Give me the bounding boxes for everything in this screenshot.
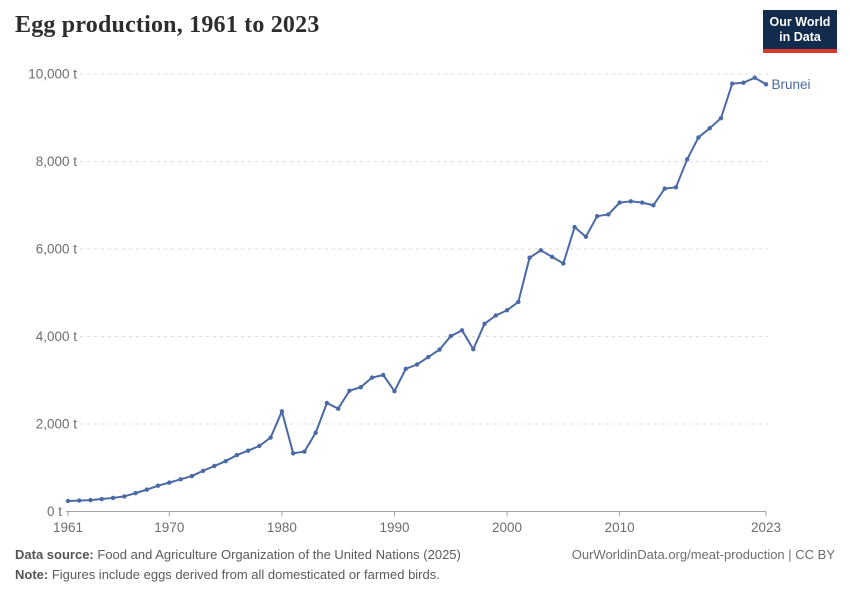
data-point (392, 388, 397, 394)
data-point (302, 449, 307, 454)
data-point (538, 248, 544, 253)
data-point (155, 483, 161, 488)
x-tick-label: 1980 (267, 520, 297, 535)
data-point (549, 254, 555, 260)
data-point (684, 157, 690, 162)
data-point (347, 388, 352, 393)
note-label: Note: (15, 567, 49, 582)
data-point (122, 494, 127, 499)
data-point (673, 185, 679, 190)
note-line: Note: Figures include eggs derived from … (15, 565, 461, 585)
data-point (358, 385, 363, 390)
x-tick-label: 2023 (751, 520, 781, 535)
data-point (144, 487, 150, 492)
data-point (561, 261, 566, 266)
data-point (212, 463, 217, 469)
data-line (67, 76, 767, 502)
y-tick-label: 0 t (47, 504, 62, 519)
data-point (268, 435, 273, 440)
data-point (718, 115, 724, 121)
x-tick-label: 1961 (53, 520, 83, 535)
x-tick-label: 2000 (492, 520, 522, 535)
data-point (763, 82, 769, 87)
data-point (437, 347, 442, 352)
data-point (245, 448, 251, 453)
logo-line1: Our World (769, 15, 831, 29)
data-point (88, 497, 93, 503)
data-point (99, 496, 104, 502)
data-point (133, 490, 138, 496)
chart-title: Egg production, 1961 to 2023 (15, 12, 320, 38)
data-point (448, 333, 453, 339)
x-tick-label: 1970 (154, 520, 184, 535)
data-source-text: Food and Agriculture Organization of the… (97, 547, 461, 562)
data-point (628, 199, 634, 204)
x-tick-label: 2010 (605, 520, 635, 535)
data-point (381, 372, 386, 378)
data-point (324, 400, 330, 406)
data-point (730, 81, 735, 86)
credit-line: OurWorldinData.org/meat-production | CC … (571, 547, 835, 562)
data-point (583, 234, 589, 239)
data-point (414, 362, 420, 367)
data-point (223, 458, 228, 464)
data-point (651, 203, 656, 208)
data-point (741, 80, 746, 85)
data-point (707, 126, 712, 131)
data-point (527, 255, 532, 260)
data-point (403, 366, 408, 372)
data-point (662, 186, 667, 191)
y-tick-label: 4,000 t (36, 329, 78, 344)
data-point (752, 75, 757, 80)
data-point (77, 498, 82, 503)
data-point (459, 328, 465, 333)
data-point (639, 200, 645, 205)
data-point (696, 135, 701, 140)
y-tick-label: 6,000 t (36, 242, 78, 257)
data-point (189, 473, 195, 479)
data-point (594, 213, 600, 219)
data-point (516, 299, 521, 305)
data-point (234, 452, 240, 458)
data-point (110, 495, 116, 501)
data-point (471, 346, 476, 352)
data-point (313, 430, 318, 435)
x-tick-label: 1990 (379, 520, 409, 535)
data-point (426, 354, 431, 360)
data-source-line: Data source: Food and Agriculture Organi… (15, 545, 461, 565)
data-point (369, 375, 375, 380)
y-tick-label: 2,000 t (36, 417, 78, 432)
data-point (617, 200, 622, 205)
data-point (178, 477, 183, 482)
owid-logo: Our World in Data (763, 10, 837, 53)
data-point (493, 313, 499, 318)
data-point (257, 443, 262, 449)
data-point (279, 409, 285, 414)
data-point (290, 451, 296, 456)
data-point (572, 224, 577, 230)
logo-line2: in Data (779, 30, 821, 44)
data-point (606, 212, 611, 217)
series-end-label: Brunei (772, 77, 811, 92)
data-source-label: Data source: (15, 547, 94, 562)
note-text: Figures include eggs derived from all do… (51, 567, 440, 582)
data-point (167, 480, 172, 485)
data-point (335, 406, 341, 411)
data-point (65, 498, 71, 504)
chart-footer: Data source: Food and Agriculture Organi… (15, 545, 835, 585)
y-tick-label: 8,000 t (36, 154, 78, 169)
footer-notes: Data source: Food and Agriculture Organi… (15, 545, 461, 585)
data-point (200, 468, 206, 474)
data-point (504, 308, 510, 313)
data-point (482, 321, 487, 327)
y-tick-label: 10,000 t (28, 67, 77, 82)
